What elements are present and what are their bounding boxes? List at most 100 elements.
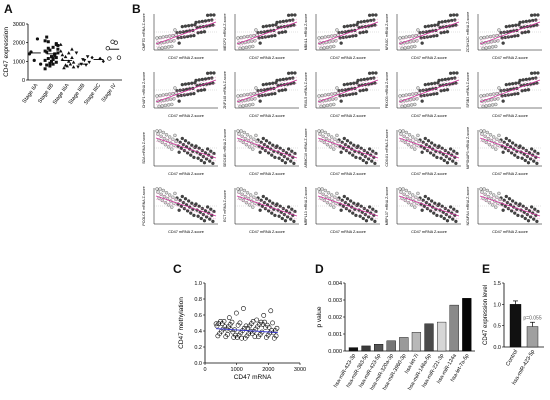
a-point	[56, 51, 60, 55]
b-point	[514, 23, 518, 27]
b-subplot-y-label: MECP2 mRNA Z-score	[223, 14, 227, 51]
b-point	[423, 25, 427, 29]
b-point	[159, 192, 163, 196]
b-point	[361, 158, 365, 163]
b-point	[171, 137, 175, 141]
b-point	[432, 92, 436, 96]
b-point	[513, 92, 517, 96]
b-point	[483, 134, 487, 138]
b-point	[489, 98, 494, 102]
b-point	[479, 129, 483, 133]
b-point	[290, 207, 294, 211]
b-point	[200, 19, 204, 24]
b-point	[159, 134, 163, 138]
b-ci-lower	[155, 82, 217, 106]
b-point	[189, 34, 193, 38]
b-point	[283, 30, 288, 34]
b-subplot-x-label: CD47 mRNA Z-score	[411, 172, 447, 176]
b-subplot-x-label: CD47 mRNA Z-score	[249, 230, 285, 234]
b-point	[290, 149, 294, 153]
b-point	[176, 36, 180, 40]
b-point	[242, 130, 246, 135]
b-point	[247, 203, 252, 207]
b-point	[359, 146, 363, 150]
chart-e-expression-bars: 0.0 0.5 1.0 1.5 CD47 expression level Control…	[483, 281, 544, 386]
b-point	[254, 191, 258, 196]
b-point	[355, 81, 359, 85]
b-point	[436, 145, 440, 150]
b-point	[426, 139, 431, 143]
b-point	[429, 141, 434, 145]
b-subplot-y-label: FBXL5 mRNA Z-score	[304, 72, 308, 108]
b-point	[485, 188, 489, 193]
b-ci-lower	[398, 140, 460, 162]
b-point	[264, 139, 269, 143]
b-point	[322, 46, 326, 50]
b-point	[267, 24, 272, 28]
b-point	[339, 41, 343, 45]
b-point	[524, 77, 528, 82]
b-point	[254, 28, 258, 32]
c-point	[273, 333, 279, 339]
b-point	[484, 46, 488, 50]
b-point	[271, 143, 275, 147]
b-point	[401, 129, 405, 133]
b-point	[401, 187, 405, 191]
b-point	[433, 201, 437, 205]
b-point	[290, 13, 294, 17]
b-point	[510, 82, 515, 86]
b-point	[520, 156, 524, 160]
b-point	[181, 142, 186, 147]
b-point	[398, 36, 402, 40]
b-point	[345, 139, 350, 143]
b-point	[351, 153, 355, 157]
b-point	[177, 99, 181, 103]
b-point	[521, 78, 525, 82]
b-point	[251, 44, 255, 49]
b-point	[327, 98, 332, 102]
b-point	[445, 88, 450, 92]
b-point	[340, 198, 344, 202]
b-point	[448, 205, 453, 209]
b-point	[335, 28, 339, 32]
b-point	[280, 216, 284, 221]
b-point	[497, 133, 501, 138]
b-point	[341, 146, 345, 151]
b-point	[366, 215, 371, 219]
b-point	[422, 204, 426, 209]
b-point	[333, 195, 337, 199]
b-point	[328, 145, 333, 149]
b-point	[433, 23, 437, 27]
b-point	[494, 44, 498, 49]
a-point	[43, 49, 47, 53]
chart-b-correlation-grid: CMPTD mRNA Z-score CD47 mRNA Z-score MECP2…	[142, 12, 542, 234]
b-ci-upper	[398, 134, 460, 156]
b-point	[332, 205, 336, 209]
b-point	[328, 103, 333, 107]
b-point	[202, 161, 207, 165]
c-point	[239, 335, 245, 341]
b-point	[493, 97, 497, 101]
b-point	[212, 13, 216, 17]
b-regression-line	[236, 21, 298, 45]
b-point	[208, 217, 212, 221]
b-subplot-x-label: CD47 mRNA Z-score	[492, 114, 528, 118]
b-subplot-x-label: CD47 mRNA Z-score	[249, 114, 285, 118]
b-point	[202, 219, 207, 223]
b-subplot-y-label: NDUFA4 mRNA Z-score	[466, 187, 470, 226]
b-ci-upper	[236, 192, 298, 214]
b-point	[196, 214, 200, 218]
b-point	[202, 30, 207, 34]
b-point	[402, 134, 406, 138]
b-point	[364, 161, 369, 165]
b-point	[486, 194, 491, 199]
b-point	[408, 98, 413, 102]
b-point	[488, 133, 493, 137]
b-point	[351, 92, 355, 96]
b-point	[208, 159, 212, 163]
b-point	[259, 198, 263, 202]
b-point	[243, 194, 248, 199]
chart-c-methylation-scatter: 0.0 0.2 0.4 0.6 0.8 1.0 0 1000 2000 3000 CD47 mRNA…	[178, 281, 306, 381]
b-point	[249, 135, 253, 139]
b-point	[170, 205, 174, 209]
